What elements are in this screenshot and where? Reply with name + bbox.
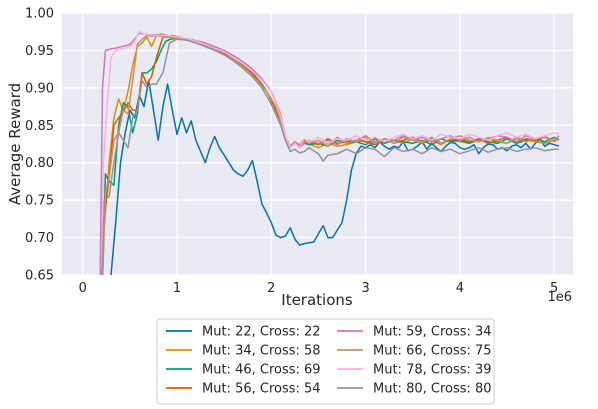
legend: Mut: 22, Cross: 22 Mut: 34, Cross: 58 Mut:… xyxy=(156,318,495,405)
y-tick-label: 0.90 xyxy=(25,81,54,96)
legend-label: Mut: 46, Cross: 69 xyxy=(202,363,321,378)
x-tick-label: 5 xyxy=(550,281,558,296)
y-tick-label: 1.00 xyxy=(25,7,54,22)
y-tick-label: 0.70 xyxy=(25,231,54,246)
y-tick-label: 0.95 xyxy=(25,44,54,59)
series-line-6 xyxy=(102,34,560,275)
legend-label: Mut: 78, Cross: 39 xyxy=(373,363,492,378)
y-tick-label: 0.75 xyxy=(25,194,54,209)
y-axis-label: Average Reward xyxy=(6,83,24,205)
legend-label: Mut: 34, Cross: 58 xyxy=(202,344,321,359)
y-tick-label: 0.85 xyxy=(25,119,54,134)
legend-label: Mut: 59, Cross: 34 xyxy=(373,325,492,340)
legend-label: Mut: 80, Cross: 80 xyxy=(373,382,492,397)
y-tick-label: 0.80 xyxy=(25,156,54,171)
series-line-8 xyxy=(101,38,559,275)
x-axis-label: Iterations xyxy=(281,291,353,309)
legend-label: Mut: 22, Cross: 22 xyxy=(202,325,321,340)
x-tick-label: 4 xyxy=(456,281,464,296)
tick-labels: 0 1 2 3 4 5 0.65 0.70 0.75 0.80 0.85 0.90 0.95 1.00 xyxy=(25,7,558,297)
x-axis-offset-label: 1e6 xyxy=(547,290,572,305)
legend-label: Mut: 56, Cross: 54 xyxy=(202,382,321,397)
grid-lines xyxy=(62,12,573,276)
y-tick-label: 0.65 xyxy=(25,269,54,284)
legend-label: Mut: 66, Cross: 75 xyxy=(373,344,492,359)
x-tick-label: 2 xyxy=(267,281,275,296)
x-tick-label: 3 xyxy=(361,281,369,296)
series-line-1 xyxy=(110,79,560,275)
x-tick-label: 1 xyxy=(173,281,181,296)
x-tick-label: 0 xyxy=(79,281,87,296)
legend-frame xyxy=(156,318,495,405)
series-layer xyxy=(99,30,560,275)
series-line-7 xyxy=(100,30,560,275)
